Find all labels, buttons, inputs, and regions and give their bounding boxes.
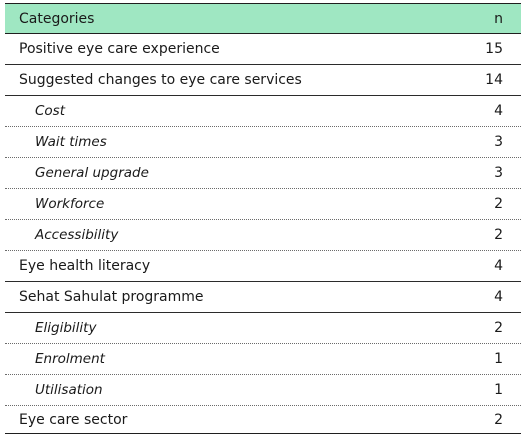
row-category: Eye health literacy	[19, 258, 151, 274]
row-subcategory: Utilisation	[35, 382, 103, 398]
row-subcategory: Wait times	[35, 134, 107, 150]
row-subcategory: Enrolment	[35, 351, 105, 367]
row-count: 1	[494, 351, 503, 367]
row-count: 2	[494, 411, 503, 428]
row-count: 15	[485, 41, 503, 57]
table-row-sub: Wait times 3	[5, 127, 521, 158]
row-category: Sehat Sahulat programme	[19, 289, 204, 305]
table-row: Eye health literacy 4	[5, 251, 521, 282]
row-subcategory: Workforce	[35, 196, 105, 212]
row-subcategory: Accessibility	[35, 227, 119, 243]
categories-table: Categories n Positive eye care experienc…	[5, 3, 521, 434]
table-row: Suggested changes to eye care services 1…	[5, 65, 521, 96]
header-n: n	[494, 10, 503, 27]
row-category: Eye care sector	[19, 411, 128, 428]
table-row: Positive eye care experience 15	[5, 34, 521, 65]
header-categories: Categories	[19, 10, 95, 27]
table-row: Eye care sector 2	[5, 406, 521, 434]
table-row-sub: General upgrade 3	[5, 158, 521, 189]
row-count: 3	[494, 165, 503, 181]
row-subcategory: Cost	[35, 103, 66, 119]
table-header: Categories n	[5, 4, 521, 34]
table-row-sub: Eligibility 2	[5, 313, 521, 344]
row-count: 4	[494, 289, 503, 305]
row-category: Positive eye care experience	[19, 41, 220, 57]
row-count: 2	[494, 320, 503, 336]
table-row-sub: Utilisation 1	[5, 375, 521, 406]
table-row: Sehat Sahulat programme 4	[5, 282, 521, 313]
row-count: 2	[494, 227, 503, 243]
table-row-sub: Accessibility 2	[5, 220, 521, 251]
table-row-sub: Enrolment 1	[5, 344, 521, 375]
row-count: 14	[485, 72, 503, 88]
table-row-sub: Workforce 2	[5, 189, 521, 220]
row-count: 1	[494, 382, 503, 398]
row-category: Suggested changes to eye care services	[19, 72, 302, 88]
row-count: 4	[494, 103, 503, 119]
row-count: 4	[494, 258, 503, 274]
table-row-sub: Cost 4	[5, 96, 521, 127]
row-subcategory: Eligibility	[35, 320, 97, 336]
row-count: 3	[494, 134, 503, 150]
row-subcategory: General upgrade	[35, 165, 149, 181]
row-count: 2	[494, 196, 503, 212]
